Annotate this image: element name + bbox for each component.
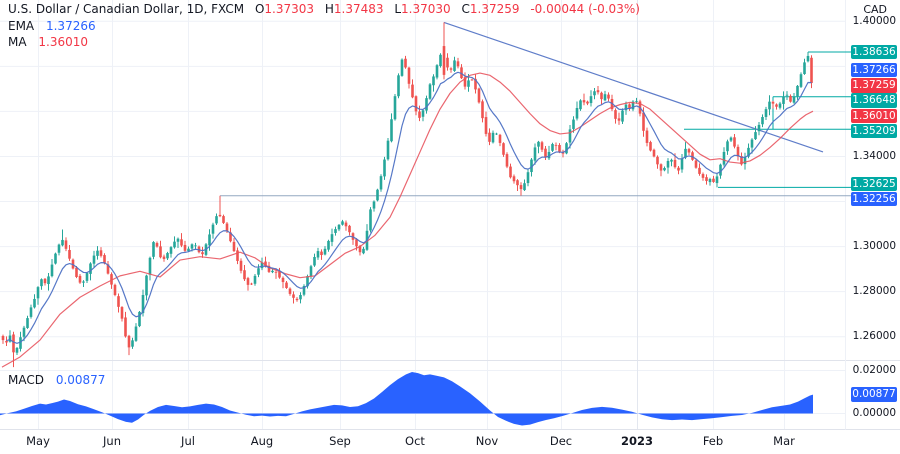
macd-tick-label: 0.02000 xyxy=(852,364,896,376)
time-tick-label: Aug xyxy=(250,434,274,448)
macd-legend-row[interactable]: MACD 0.00877 xyxy=(8,373,105,388)
macd-area xyxy=(0,372,813,426)
price-tick-label: 1.30000 xyxy=(852,240,896,253)
price-axis[interactable]: 1.40000 1.34000 1.30000 1.28000 1.26000 0.020… xyxy=(844,0,900,454)
time-tick-label: Nov xyxy=(475,434,499,448)
time-tick-label: Sep xyxy=(329,434,351,448)
change-value: -0.00044 (-0.03%) xyxy=(530,2,640,16)
ohlc-high: H1.37483 xyxy=(324,2,384,16)
time-axis[interactable]: May Jun Jul Aug Sep Oct Nov Dec 2023 Feb Mar xyxy=(0,430,845,454)
ema-line xyxy=(6,71,812,344)
price-level-lines[interactable] xyxy=(220,51,853,197)
time-tick-label: Feb xyxy=(702,434,724,448)
axis-currency-label: CAD xyxy=(863,3,887,16)
ma-label: MA xyxy=(8,35,27,49)
ohlc-open: O1.37303 xyxy=(254,2,315,16)
ma-line xyxy=(1,72,814,368)
candlestick-series xyxy=(1,22,813,368)
price-badge: 1.36010 xyxy=(851,108,897,124)
macd-value: 0.00877 xyxy=(55,373,106,387)
price-badge: 1.38636 xyxy=(851,44,897,60)
ema-legend-row[interactable]: EMA 1.37266 xyxy=(8,19,96,34)
grid-lines xyxy=(0,0,900,430)
time-tick-label: Dec xyxy=(549,434,573,448)
ma-legend-row[interactable]: MA 1.36010 xyxy=(8,35,88,50)
ema-label: EMA xyxy=(8,19,35,33)
price-badge: 1.32625 xyxy=(851,176,897,192)
price-badge: 0.00877 xyxy=(851,387,897,402)
macd-label: MACD xyxy=(8,373,44,387)
time-tick-label: Jul xyxy=(181,434,195,448)
time-tick-label: Oct xyxy=(405,434,425,448)
time-tick-label: Jun xyxy=(103,434,121,448)
symbol-legend-row[interactable]: U.S. Dollar / Canadian Dollar, 1D, FXCM … xyxy=(8,2,640,17)
time-tick-label: May xyxy=(26,434,50,448)
price-tick-label: 1.28000 xyxy=(852,285,896,298)
price-badge: 1.35209 xyxy=(851,123,897,139)
ohlc-low: L1.37030 xyxy=(394,2,451,16)
ema-value: 1.37266 xyxy=(45,19,96,33)
price-badge: 1.32256 xyxy=(851,191,897,207)
price-badge: 1.37266 xyxy=(851,62,897,78)
macd-tick-label: 0.00000 xyxy=(852,407,896,419)
price-tick-label: 1.40000 xyxy=(852,14,896,27)
price-tick-label: 1.26000 xyxy=(852,330,896,343)
price-badge: 1.36648 xyxy=(851,93,897,108)
ma-value: 1.36010 xyxy=(38,35,89,49)
price-tick-label: 1.34000 xyxy=(852,149,896,162)
price-badge: 1.37259 xyxy=(851,78,897,93)
symbol-title[interactable]: U.S. Dollar / Canadian Dollar, 1D, FXCM xyxy=(8,2,245,16)
time-tick-label: Mar xyxy=(773,434,795,448)
time-tick-label: 2023 xyxy=(620,434,653,448)
ohlc-close: C1.37259 xyxy=(461,2,520,16)
